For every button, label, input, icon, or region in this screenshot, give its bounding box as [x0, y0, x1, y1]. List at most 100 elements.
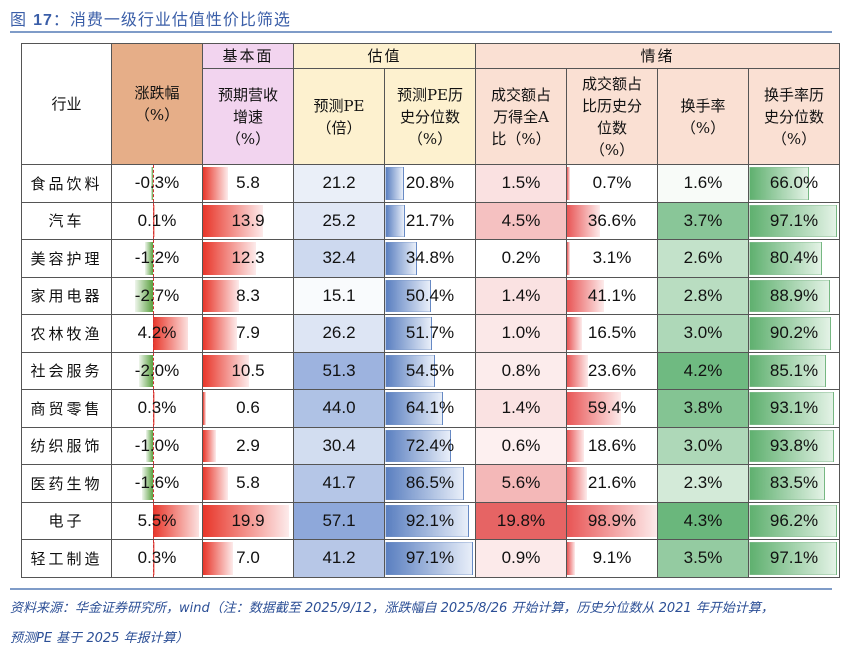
header-group-fundamentals: 基本面	[202, 43, 294, 69]
cell-value: 3.0%	[683, 323, 723, 343]
cell-value: 21.7%	[405, 210, 455, 230]
industry-name: 美容护理	[21, 239, 112, 278]
cell-pe: 26.2	[293, 314, 385, 353]
cell-value: 5.8	[236, 473, 260, 493]
cell-turnover-share-pct: 23.6%	[566, 351, 658, 390]
data-bar	[749, 392, 834, 425]
cell-value: 0.7%	[592, 173, 632, 193]
data-bar	[385, 429, 451, 462]
cell-turnover-rate: 3.7%	[657, 201, 749, 240]
industry-name: 医药生物	[21, 464, 112, 503]
cell-turnover-share: 1.4%	[475, 276, 567, 315]
header-turnover-rate: 换手率 （%）	[657, 68, 749, 165]
cell-turnover-rate-pct: 93.1%	[748, 389, 840, 428]
table-row: 家用电器 -2.7% 8.3 15.1 50.4% 1.4% 41.1% 2.8% 88.9%	[21, 276, 840, 315]
cell-value: 80.4%	[769, 248, 819, 268]
cell-value: 0.6	[236, 398, 260, 418]
cell-pe-pct: 72.4%	[384, 426, 476, 465]
axis-line	[152, 277, 154, 314]
cell-turnover-rate: 3.5%	[657, 539, 749, 578]
cell-rev-growth: 2.9	[202, 426, 294, 465]
header-industry: 行业	[21, 43, 112, 165]
header-turnover-share-percentile: 成交额占 比历史分 位数 （%）	[566, 68, 658, 165]
cell-value: 4.5%	[501, 210, 541, 230]
cell-value: 3.1%	[592, 248, 632, 268]
table-row: 电子 5.5% 19.9 57.1 92.1% 19.8% 98.9% 4.3% 96.2%	[21, 501, 840, 540]
cell-value: 96.2%	[769, 510, 819, 530]
data-bar	[567, 317, 582, 350]
data-bar	[139, 354, 153, 387]
cell-turnover-rate: 4.3%	[657, 501, 749, 540]
cell-turnover-share: 0.6%	[475, 426, 567, 465]
cell-pe-pct: 21.7%	[384, 201, 476, 240]
table-row: 农林牧渔 4.2% 7.9 26.2 51.7% 1.0% 16.5% 3.0% 90.2%	[21, 314, 840, 353]
data-bar	[385, 167, 404, 200]
cell-pe-pct: 51.7%	[384, 314, 476, 353]
cell-value: 10.5	[231, 360, 265, 380]
cell-value: 0.6%	[501, 435, 541, 455]
industry-name: 食品饮料	[21, 164, 112, 203]
cell-value: 44.0	[322, 398, 356, 418]
cell-value: 20.8%	[405, 173, 455, 193]
cell-turnover-share-pct: 16.5%	[566, 314, 658, 353]
data-bar	[567, 279, 605, 312]
cell-pe-pct: 86.5%	[384, 464, 476, 503]
cell-value: 83.5%	[769, 473, 819, 493]
cell-value: 66.0%	[769, 173, 819, 193]
figure-number: 17	[33, 12, 53, 29]
cell-pe: 41.7	[293, 464, 385, 503]
data-bar	[203, 279, 239, 312]
title-divider	[10, 31, 832, 33]
axis-line	[152, 352, 154, 389]
cell-change: -0.3%	[111, 164, 203, 203]
cell-value: 98.9%	[587, 510, 637, 530]
cell-pe: 25.2	[293, 201, 385, 240]
cell-turnover-rate: 3.0%	[657, 314, 749, 353]
data-bar	[567, 504, 657, 537]
cell-pe: 57.1	[293, 501, 385, 540]
axis-line	[152, 240, 154, 277]
header-turnover-rate-percentile: 换手率历 史分位数 （%）	[748, 68, 840, 165]
cell-turnover-rate-pct: 96.2%	[748, 501, 840, 540]
cell-turnover-share: 1.4%	[475, 389, 567, 428]
header-turnover-share: 成交额占 万得全A 比（%）	[475, 68, 567, 165]
data-bar	[385, 317, 433, 350]
table-body: 食品饮料 -0.3% 5.8 21.2 20.8% 1.5% 0.7% 1.6% 66.0% 汽车…	[21, 164, 840, 578]
cell-value: 3.0%	[683, 435, 723, 455]
cell-value: -1.2%	[134, 248, 180, 268]
data-bar	[203, 467, 229, 500]
cell-value: 21.6%	[587, 473, 637, 493]
cell-turnover-rate: 3.0%	[657, 426, 749, 465]
data-bar	[152, 317, 188, 350]
data-bar	[749, 279, 830, 312]
cell-pe-pct: 92.1%	[384, 501, 476, 540]
cell-rev-growth: 5.8	[202, 464, 294, 503]
cell-turnover-rate-pct: 97.1%	[748, 539, 840, 578]
figure-label-prefix: 图	[10, 10, 34, 29]
industry-name: 农林牧渔	[21, 314, 112, 353]
cell-pe-pct: 20.8%	[384, 164, 476, 203]
axis-line	[152, 315, 154, 352]
cell-rev-growth: 5.8	[202, 164, 294, 203]
data-bar	[749, 542, 838, 575]
cell-value: 90.2%	[769, 323, 819, 343]
cell-value: 0.1%	[137, 210, 177, 230]
data-bar	[749, 354, 827, 387]
data-bar	[567, 242, 570, 275]
cell-pe: 41.2	[293, 539, 385, 578]
cell-value: 2.3%	[683, 473, 723, 493]
data-bar	[749, 317, 832, 350]
data-bar	[749, 242, 823, 275]
cell-turnover-rate-pct: 90.2%	[748, 314, 840, 353]
data-bar	[749, 204, 838, 237]
cell-rev-growth: 19.9	[202, 501, 294, 540]
cell-pe-pct: 64.1%	[384, 389, 476, 428]
cell-turnover-rate: 2.6%	[657, 239, 749, 278]
axis-line	[152, 465, 154, 502]
table-row: 纺织服饰 -1.0% 2.9 30.4 72.4% 0.6% 18.6% 3.0% 93.8%	[21, 426, 840, 465]
cell-change: 0.1%	[111, 201, 203, 240]
data-bar	[203, 204, 264, 237]
cell-value: 7.0	[236, 548, 260, 568]
cell-value: 7.9	[236, 323, 260, 343]
cell-value: 3.7%	[683, 210, 723, 230]
